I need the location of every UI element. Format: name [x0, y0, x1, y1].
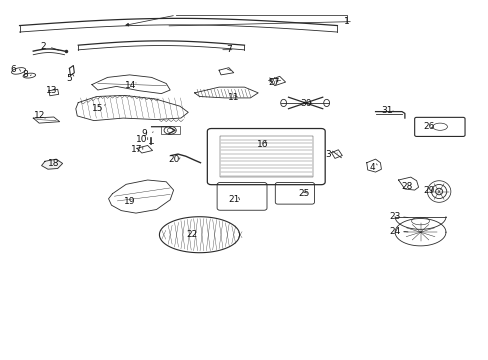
Text: 30: 30: [299, 99, 311, 108]
Text: 9: 9: [141, 130, 147, 139]
Text: 6: 6: [11, 65, 17, 74]
Text: 11: 11: [227, 94, 239, 103]
Text: 7: 7: [225, 45, 231, 54]
Text: 2: 2: [40, 42, 46, 51]
Polygon shape: [41, 159, 62, 169]
Text: 23: 23: [388, 212, 400, 221]
Text: 5: 5: [66, 74, 72, 83]
Text: 14: 14: [125, 81, 137, 90]
Text: 17: 17: [131, 145, 142, 154]
Text: 26: 26: [423, 122, 434, 131]
Text: 8: 8: [22, 71, 28, 80]
Bar: [220, 136, 312, 177]
Text: 15: 15: [92, 104, 103, 113]
Text: 25: 25: [298, 189, 309, 198]
Text: 10: 10: [136, 135, 147, 144]
Text: 19: 19: [123, 197, 135, 206]
Text: 13: 13: [45, 86, 57, 95]
Text: 31: 31: [381, 107, 392, 116]
Text: 4: 4: [369, 163, 375, 172]
Text: 29: 29: [423, 186, 434, 195]
Text: 27: 27: [267, 78, 279, 87]
Text: 1: 1: [344, 17, 349, 26]
Text: 18: 18: [48, 159, 60, 168]
Text: 24: 24: [388, 227, 400, 236]
Text: 16: 16: [257, 140, 268, 149]
Text: 21: 21: [227, 195, 239, 204]
Text: 22: 22: [185, 230, 197, 239]
Bar: [161, 126, 180, 134]
Text: 20: 20: [167, 155, 179, 163]
Text: 12: 12: [34, 112, 46, 120]
Text: 28: 28: [400, 182, 412, 191]
Text: 3: 3: [325, 150, 331, 159]
